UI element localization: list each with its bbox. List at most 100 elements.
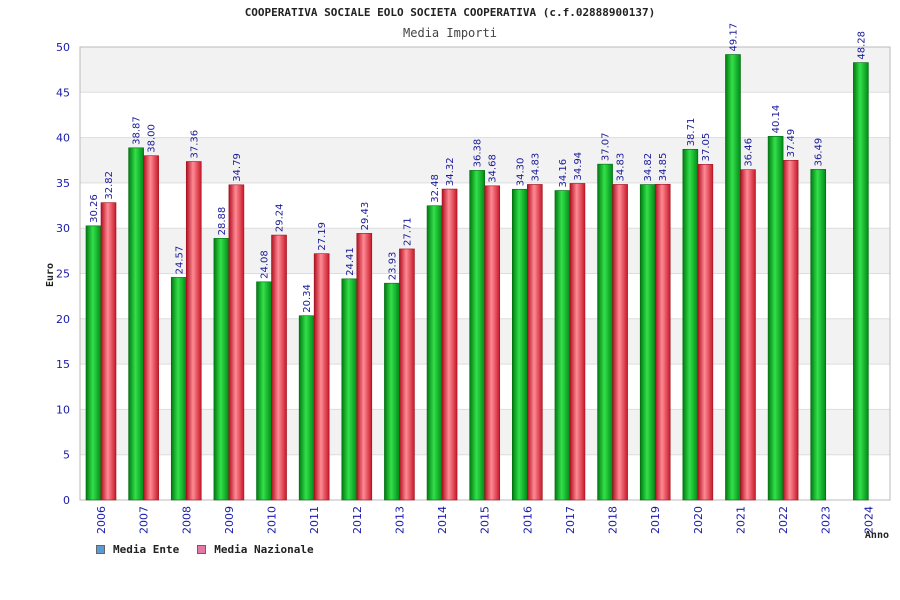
bar-media-ente-2007 bbox=[128, 147, 144, 501]
chart-title: COOPERATIVA SOCIALE EOLO SOCIETA COOPERA… bbox=[245, 6, 656, 19]
bar-media-ente-2006 bbox=[85, 225, 102, 501]
y-axis-ticks: 0 5 10 15 20 25 30 35 40 45 50 bbox=[56, 41, 70, 507]
data-label: 36.38 bbox=[473, 139, 484, 168]
data-label: 34.85 bbox=[658, 153, 669, 182]
data-label: 37.36 bbox=[189, 130, 200, 159]
data-label: 23.93 bbox=[387, 252, 398, 281]
bar-media-nazionale-2015 bbox=[484, 185, 500, 501]
bar-media-nazionale-2011 bbox=[313, 253, 330, 501]
data-label: 37.05 bbox=[701, 133, 712, 162]
bar-media-nazionale-2010 bbox=[271, 234, 287, 501]
bar-media-ente-2014 bbox=[426, 205, 443, 501]
data-label: 30.26 bbox=[89, 194, 100, 223]
data-label: 34.83 bbox=[530, 153, 541, 182]
y-tick-label: 0 bbox=[63, 494, 70, 507]
chart-subtitle: Media Importi bbox=[403, 26, 497, 40]
x-tick-label: 2014 bbox=[436, 506, 449, 534]
x-tick-label: 2008 bbox=[180, 506, 193, 534]
y-tick-label: 50 bbox=[56, 41, 70, 54]
x-axis-label: Anno bbox=[865, 530, 889, 541]
x-tick-label: 2022 bbox=[777, 506, 790, 534]
y-tick-label: 30 bbox=[56, 222, 70, 235]
x-tick-label: 2021 bbox=[734, 506, 747, 534]
x-tick-label: 2006 bbox=[95, 506, 108, 534]
data-label: 34.79 bbox=[232, 153, 243, 182]
data-label: 27.71 bbox=[402, 217, 413, 246]
bar-media-nazionale-2017 bbox=[569, 183, 586, 501]
data-label: 38.00 bbox=[147, 124, 158, 153]
x-tick-label: 2015 bbox=[479, 506, 492, 534]
bar-media-nazionale-2014 bbox=[441, 188, 458, 501]
data-label: 34.83 bbox=[616, 153, 627, 182]
bar-media-ente-2018 bbox=[597, 163, 613, 501]
x-tick-label: 2016 bbox=[521, 506, 534, 534]
grid-band bbox=[80, 92, 890, 138]
bar-media-nazionale-2019 bbox=[654, 183, 671, 501]
legend-swatch-media-nazionale bbox=[197, 545, 207, 554]
bar-media-ente-2019 bbox=[639, 184, 656, 501]
y-tick-label: 35 bbox=[56, 177, 70, 190]
y-tick-label: 40 bbox=[56, 132, 70, 145]
data-label: 34.94 bbox=[573, 152, 584, 181]
bar-media-nazionale-2022 bbox=[782, 160, 799, 501]
data-labels: 30.26 32.82 38.87 38.00 24.57 37.36 28.88 34.79… bbox=[89, 23, 867, 313]
bar-media-nazionale-2007 bbox=[143, 155, 159, 501]
legend-swatch-media-ente bbox=[96, 545, 105, 554]
y-tick-label: 45 bbox=[56, 86, 70, 99]
bar-media-ente-2021 bbox=[725, 54, 741, 501]
y-tick-label: 15 bbox=[56, 358, 70, 371]
y-tick-label: 5 bbox=[63, 449, 70, 462]
data-label: 40.14 bbox=[771, 105, 782, 134]
bar-media-ente-2013 bbox=[384, 282, 400, 501]
bar-media-ente-2016 bbox=[512, 188, 528, 501]
bar-media-nazionale-2016 bbox=[527, 184, 543, 501]
legend-label-media-nazionale: Media Nazionale bbox=[214, 543, 314, 556]
data-label: 34.68 bbox=[488, 154, 499, 183]
bar-media-nazionale-2006 bbox=[100, 202, 117, 501]
x-tick-label: 2007 bbox=[138, 506, 151, 534]
legend-item-media-ente: Media Ente bbox=[96, 543, 179, 556]
data-label: 20.34 bbox=[302, 284, 313, 313]
x-tick-label: 2017 bbox=[564, 506, 577, 534]
x-tick-label: 2012 bbox=[351, 506, 364, 534]
data-label: 38.71 bbox=[686, 118, 697, 147]
y-tick-label: 25 bbox=[56, 268, 70, 281]
x-tick-label: 2023 bbox=[820, 506, 833, 534]
y-tick-label: 20 bbox=[56, 313, 70, 326]
x-tick-label: 2024 bbox=[862, 506, 875, 534]
bar-media-ente-2008 bbox=[170, 277, 187, 501]
data-label: 24.08 bbox=[260, 250, 271, 279]
x-tick-label: 2019 bbox=[649, 506, 662, 534]
data-label: 36.49 bbox=[814, 138, 825, 167]
y-axis-label: Euro bbox=[45, 263, 56, 287]
data-label: 34.30 bbox=[515, 158, 526, 187]
x-tick-label: 2009 bbox=[223, 506, 236, 534]
grid-band bbox=[80, 47, 890, 93]
data-label: 34.32 bbox=[445, 157, 456, 186]
data-label: 29.43 bbox=[360, 202, 371, 231]
data-label: 32.48 bbox=[430, 174, 441, 203]
bar-media-ente-2023 bbox=[810, 169, 827, 501]
data-label: 24.57 bbox=[174, 246, 185, 275]
data-label: 36.46 bbox=[743, 138, 754, 167]
bar-media-nazionale-2018 bbox=[612, 184, 628, 501]
bar-media-ente-2011 bbox=[298, 315, 315, 501]
data-label: 32.82 bbox=[104, 171, 115, 200]
data-label: 48.28 bbox=[856, 31, 867, 60]
data-label: 38.87 bbox=[132, 116, 143, 145]
data-label: 28.88 bbox=[217, 207, 228, 236]
bar-media-nazionale-2012 bbox=[356, 233, 373, 501]
x-axis-ticks: 2006 2007 2008 2009 2010 2011 2012 2013 2014 2015… bbox=[95, 506, 875, 534]
bar-media-nazionale-2021 bbox=[740, 169, 756, 501]
x-tick-label: 2020 bbox=[692, 506, 705, 534]
bar-media-ente-2015 bbox=[469, 170, 485, 501]
bar-media-ente-2022 bbox=[767, 136, 784, 501]
data-label: 37.49 bbox=[786, 129, 797, 158]
bar-media-ente-2010 bbox=[256, 281, 272, 501]
bar-media-ente-2024 bbox=[853, 62, 869, 501]
data-label: 27.19 bbox=[317, 222, 328, 251]
data-label: 37.07 bbox=[601, 133, 612, 162]
data-label: 29.24 bbox=[275, 203, 286, 232]
data-label: 24.41 bbox=[345, 247, 356, 276]
